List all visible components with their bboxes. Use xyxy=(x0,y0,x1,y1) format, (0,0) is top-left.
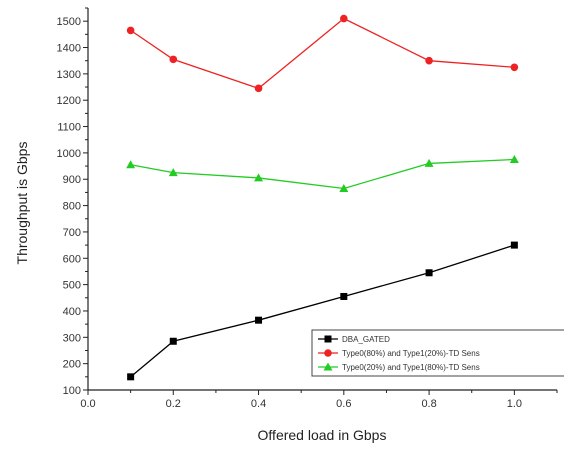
series-3 xyxy=(126,154,519,192)
y-tick-label: 1000 xyxy=(57,148,81,160)
data-point xyxy=(509,154,519,163)
data-point xyxy=(254,173,264,182)
data-point xyxy=(127,373,135,381)
series-line xyxy=(130,158,515,190)
series-1 xyxy=(127,241,518,381)
data-point xyxy=(424,158,434,167)
data-point xyxy=(126,160,136,169)
x-tick-label: 0.4 xyxy=(251,398,266,410)
data-point xyxy=(255,316,263,324)
series-line xyxy=(130,17,515,90)
legend-label: DBA_GATED xyxy=(342,335,390,344)
x-tick-label: 1.0 xyxy=(507,398,522,410)
x-tick-label: 0.8 xyxy=(421,398,436,410)
y-tick-label: 700 xyxy=(63,227,81,239)
data-point xyxy=(510,63,519,72)
y-tick-label: 600 xyxy=(63,253,81,265)
legend-label: Type0(80%) and Type1(20%)-TD Sens xyxy=(342,349,480,358)
legend-item: Type0(20%) and Type1(80%)-TD Sens xyxy=(318,362,480,372)
axes xyxy=(87,8,557,391)
legend-label: Type0(20%) and Type1(80%)-TD Sens xyxy=(342,363,480,372)
data-point xyxy=(169,55,178,64)
data-point xyxy=(340,14,348,23)
y-tick-label: 100 xyxy=(63,385,81,397)
ticks: 0.0 0.2 0.4 0.6 0.8 1.0 100 200 300 400 500 600 700 8… xyxy=(57,7,558,410)
y-tick-label: 900 xyxy=(63,174,81,186)
data-point xyxy=(126,26,135,35)
legend: DBA_GATED Type0(80%) and Type1(20%)-TD Se… xyxy=(311,329,564,377)
y-tick-label: 1200 xyxy=(57,95,81,107)
y-axis-label: Throughput is Gbps xyxy=(14,142,30,265)
y-tick-label: 400 xyxy=(63,306,81,318)
legend-item: Type0(80%) and Type1(20%)-TD Sens xyxy=(318,349,480,358)
y-tick-label: 500 xyxy=(63,280,81,292)
y-tick-label: 800 xyxy=(63,201,81,213)
legend-marker xyxy=(324,349,332,357)
data-point xyxy=(339,183,349,192)
series-2 xyxy=(126,14,519,93)
legend-box xyxy=(311,329,564,377)
data-point xyxy=(425,56,433,65)
series-line xyxy=(130,244,515,378)
y-tick-label: 1400 xyxy=(57,43,81,55)
y-tick-label: 200 xyxy=(63,359,81,371)
x-tick-label: 0.2 xyxy=(166,398,181,410)
y-tick-label: 1100 xyxy=(57,122,81,134)
data-point xyxy=(168,168,178,177)
y-tick-label: 1300 xyxy=(57,69,81,81)
x-tick-label: 0.0 xyxy=(80,398,95,410)
data-point xyxy=(169,337,177,345)
x-tick-label: 0.6 xyxy=(336,398,351,410)
x-axis-label: Offered load in Gbps xyxy=(258,427,387,443)
data-point xyxy=(340,292,348,300)
data-point xyxy=(510,241,518,249)
y-tick-label: 1500 xyxy=(57,16,81,28)
data-point xyxy=(254,84,263,93)
legend-marker xyxy=(323,362,333,371)
legend-item: DBA_GATED xyxy=(318,335,390,344)
legend-marker xyxy=(324,335,332,343)
data-point xyxy=(425,269,433,277)
y-tick-label: 300 xyxy=(63,332,81,344)
series xyxy=(126,14,519,381)
